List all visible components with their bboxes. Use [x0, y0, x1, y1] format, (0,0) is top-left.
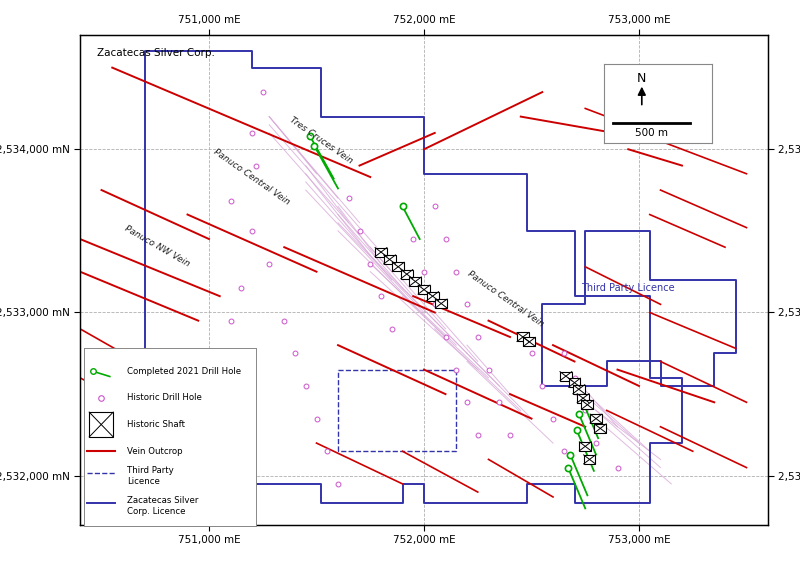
- Bar: [517, 332, 529, 342]
- Bar: [89, 412, 114, 437]
- Text: Zacatecas Silver Corp.: Zacatecas Silver Corp.: [98, 48, 215, 58]
- Bar: [392, 262, 404, 271]
- Bar: [577, 394, 589, 403]
- Bar: [426, 292, 438, 301]
- Text: Vein Outcrop: Vein Outcrop: [127, 447, 182, 456]
- Text: Third Party Licence: Third Party Licence: [582, 283, 675, 293]
- Bar: [418, 285, 430, 294]
- Bar: [569, 378, 581, 387]
- Text: Third Party
Licence: Third Party Licence: [127, 466, 174, 486]
- Text: Zacatecas Silver
Corp. Licence: Zacatecas Silver Corp. Licence: [127, 496, 198, 517]
- Text: Historic Drill Hole: Historic Drill Hole: [127, 394, 202, 402]
- Text: Completed 2021 Drill Hole: Completed 2021 Drill Hole: [127, 367, 241, 375]
- Bar: [582, 401, 594, 409]
- Text: Panuco NW Vein: Panuco NW Vein: [123, 224, 191, 268]
- Bar: [375, 248, 387, 257]
- Text: Panuco Central Vein: Panuco Central Vein: [466, 269, 546, 329]
- Bar: [401, 270, 413, 279]
- Bar: [410, 277, 422, 286]
- Bar: [573, 385, 585, 394]
- Text: N: N: [637, 72, 646, 85]
- Bar: [384, 255, 395, 264]
- Bar: [590, 414, 602, 423]
- Text: 500 m: 500 m: [635, 128, 668, 138]
- Text: Panuco Central Vein: Panuco Central Vein: [212, 147, 292, 206]
- Bar: [560, 371, 572, 381]
- Bar: [584, 455, 595, 464]
- Text: Tres Cruces Vein: Tres Cruces Vein: [287, 115, 354, 166]
- Bar: [435, 299, 447, 308]
- Text: Historic Shaft: Historic Shaft: [127, 420, 185, 429]
- Bar: [594, 424, 606, 433]
- Bar: [523, 338, 535, 346]
- Bar: [579, 442, 591, 451]
